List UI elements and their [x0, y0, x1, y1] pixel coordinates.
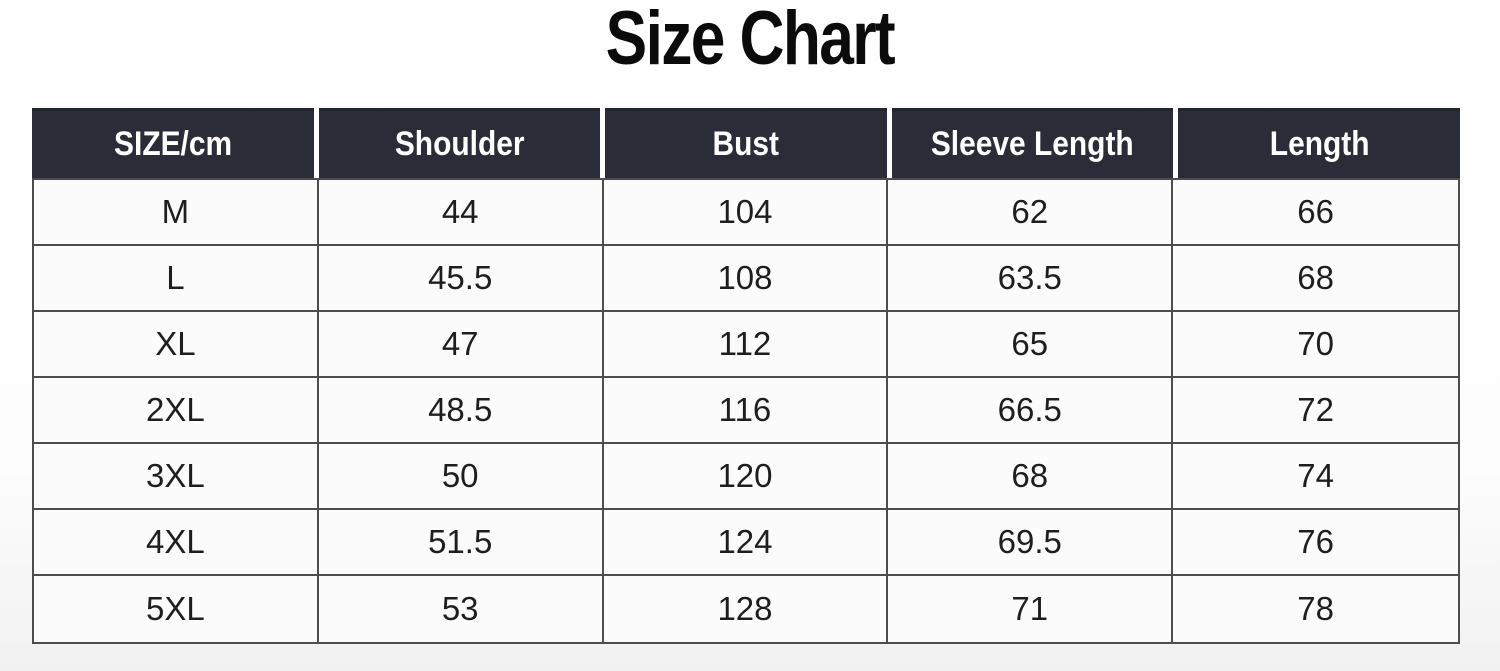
column-header-size-label: SIZE/cm	[113, 125, 232, 163]
column-header-sleeve-length-label: Sleeve Length	[931, 125, 1134, 163]
sleeve-length-cell: 65	[888, 312, 1174, 378]
column-header-bust: Bust	[605, 108, 887, 178]
shoulder-cell: 44	[318, 180, 604, 246]
sleeve-length-cell: 68	[888, 444, 1174, 510]
length-cell: 68	[1173, 246, 1458, 312]
bust-cell: 124	[603, 510, 889, 576]
length-cell: 78	[1173, 576, 1458, 642]
shoulder-cell: 51.5	[318, 510, 604, 576]
page-title-text: Size Chart	[605, 0, 896, 81]
size-label-cell: M	[34, 180, 319, 246]
sleeve-length-cell: 71	[888, 576, 1174, 642]
bust-cell: 112	[603, 312, 889, 378]
column-header-sleeve-length: Sleeve Length	[891, 108, 1174, 178]
size-label-cell: 4XL	[34, 510, 319, 576]
sleeve-length-cell: 66.5	[888, 378, 1174, 444]
bust-cell: 128	[603, 576, 889, 642]
shoulder-cell: 48.5	[318, 378, 604, 444]
bust-cell: 108	[603, 246, 889, 312]
length-cell: 76	[1173, 510, 1458, 576]
shoulder-cell: 53	[318, 576, 604, 642]
size-label-cell: 2XL	[34, 378, 319, 444]
bust-cell: 120	[603, 444, 889, 510]
length-cell: 70	[1173, 312, 1458, 378]
column-header-shoulder: Shoulder	[318, 108, 601, 178]
column-header-size: SIZE/cm	[32, 108, 314, 178]
shoulder-cell: 50	[318, 444, 604, 510]
bust-cell: 104	[603, 180, 889, 246]
sleeve-length-cell: 69.5	[888, 510, 1174, 576]
table-header-row: SIZE/cm Shoulder Bust Sleeve Length Leng…	[32, 108, 1460, 178]
bust-cell: 116	[603, 378, 889, 444]
length-cell: 66	[1173, 180, 1458, 246]
column-header-shoulder-label: Shoulder	[394, 125, 525, 163]
size-label-cell: 3XL	[34, 444, 319, 510]
column-header-length-label: Length	[1269, 125, 1370, 163]
size-chart-table: SIZE/cm Shoulder Bust Sleeve Length Leng…	[32, 108, 1460, 644]
size-label-cell: 5XL	[34, 576, 319, 642]
shoulder-cell: 47	[318, 312, 604, 378]
sleeve-length-cell: 62	[888, 180, 1174, 246]
column-header-bust-label: Bust	[712, 125, 780, 163]
size-label-cell: XL	[34, 312, 319, 378]
length-cell: 72	[1173, 378, 1458, 444]
shoulder-cell: 45.5	[318, 246, 604, 312]
size-label-cell: L	[34, 246, 319, 312]
column-header-length: Length	[1178, 108, 1460, 178]
page-title: Size Chart	[0, 0, 1500, 92]
sleeve-length-cell: 63.5	[888, 246, 1174, 312]
length-cell: 74	[1173, 444, 1458, 510]
table-body: M 44 104 62 66 L 45.5 108 63.5 68 XL 47 …	[32, 178, 1460, 644]
